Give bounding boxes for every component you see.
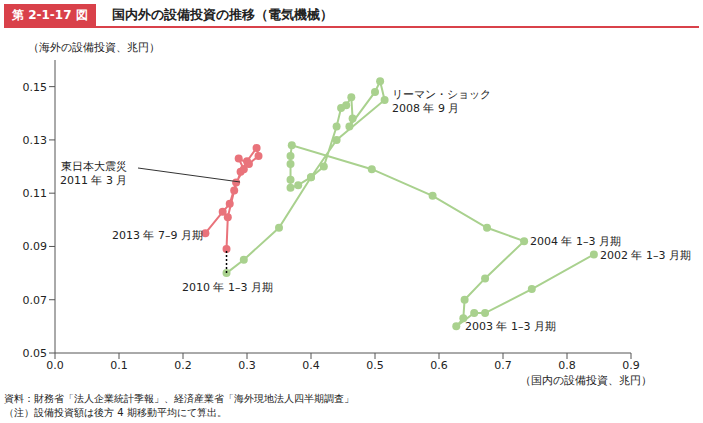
html-text:リーマン・ショック 2008 年 9 月: リーマン・ショック 2008 年 9 月 xyxy=(392,88,491,115)
svg-text:0.13: 0.13 xyxy=(23,134,48,147)
svg-text:0.05: 0.05 xyxy=(23,347,48,360)
svg-text:0.6: 0.6 xyxy=(430,359,448,372)
html-text:2004 年 1–3 月期: 2004 年 1–3 月期 xyxy=(530,235,621,248)
svg-text:0.15: 0.15 xyxy=(23,81,48,94)
svg-text:0.9: 0.9 xyxy=(622,359,640,372)
html-text:（注）設備投資額は後方 4 期移動平均にて算出。: （注）設備投資額は後方 4 期移動平均にて算出。 xyxy=(4,407,227,418)
html-text:第 2-1-17 図: 第 2-1-17 図 xyxy=(12,8,88,22)
html-text:2003 年 1–3 月期: 2003 年 1–3 月期 xyxy=(465,320,556,333)
html-text:2013 年 7–9 月期: 2013 年 7–9 月期 xyxy=(112,229,203,242)
svg-text:0.7: 0.7 xyxy=(494,359,512,372)
svg-text:0.07: 0.07 xyxy=(23,294,48,307)
html-text:（国内の設備投資、兆円）: （国内の設備投資、兆円） xyxy=(520,374,652,387)
svg-text:0.3: 0.3 xyxy=(238,359,256,372)
svg-text:0.4: 0.4 xyxy=(302,359,320,372)
html-text:（海外の設備投資、兆円）: （海外の設備投資、兆円） xyxy=(28,41,160,54)
svg-text:0.09: 0.09 xyxy=(23,240,48,253)
svg-text:0.11: 0.11 xyxy=(23,187,48,200)
html-text:2002 年 1–3 月期: 2002 年 1–3 月期 xyxy=(600,249,691,262)
html-text:資料：財務省「法人企業統計季報」、経済産業省「海外現地法人四: 資料：財務省「法人企業統計季報」、経済産業省「海外現地法人四半期調査」 xyxy=(4,393,354,404)
svg-text:0.2: 0.2 xyxy=(174,359,192,372)
svg-text:0.0: 0.0 xyxy=(46,359,64,372)
svg-text:0.5: 0.5 xyxy=(366,359,384,372)
html-text:国内外の設備投資の推移（電気機械）: 国内外の設備投資の推移（電気機械） xyxy=(111,7,333,22)
svg-text:0.8: 0.8 xyxy=(558,359,576,372)
html-text:東日本大震災 2011 年 3 月: 東日本大震災 2011 年 3 月 xyxy=(60,160,128,187)
html-text:2010 年 1–3 月期: 2010 年 1–3 月期 xyxy=(182,281,273,294)
svg-text:0.1: 0.1 xyxy=(110,359,128,372)
